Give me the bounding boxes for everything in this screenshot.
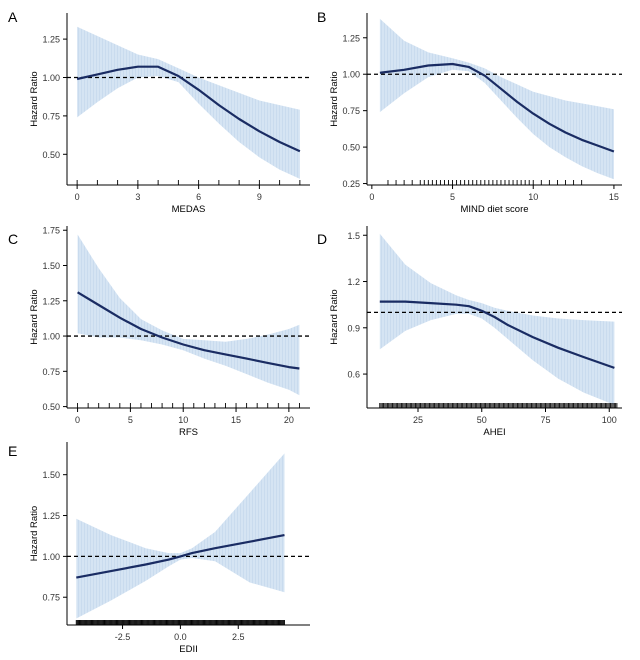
x-axis-title: AHEI — [483, 427, 505, 438]
y-tick-label: 1.25 — [342, 33, 360, 43]
x-tick-label: 75 — [540, 415, 550, 425]
hazard-ratio-line — [379, 300, 615, 369]
panel-label: D — [317, 231, 327, 247]
x-tick-label: 100 — [602, 415, 617, 425]
x-tick-label: 50 — [477, 415, 487, 425]
y-tick-label: 1.2 — [347, 277, 360, 287]
x-tick-label: 10 — [528, 192, 538, 202]
x-tick-label: 5 — [128, 415, 133, 425]
x-tick-label: 10 — [178, 415, 188, 425]
hazard-ratio-line — [77, 291, 300, 370]
y-tick-label: 1.5 — [347, 231, 360, 241]
panel-label: A — [8, 9, 18, 25]
y-axis-title: Hazard Ratio — [29, 506, 40, 561]
y-tick-label: 1.00 — [42, 332, 60, 342]
confidence-band — [77, 234, 300, 396]
hazard-ratio-line — [76, 65, 301, 153]
panel-a: A 0.50 0.75 1.00 1.25 0 3 6 9 MEDAS Hazard Ratio — [8, 9, 310, 215]
y-tick-label: 1.00 — [42, 552, 60, 562]
panel-label: C — [8, 231, 18, 247]
y-tick-label: 1.75 — [42, 226, 60, 236]
x-tick-label: 6 — [196, 192, 201, 202]
y-tick-label: 1.00 — [342, 70, 360, 80]
x-axis-title: MEDAS — [172, 204, 206, 215]
x-tick-label: 20 — [284, 415, 294, 425]
x-tick-label: 2.5 — [232, 632, 245, 642]
panel-label: E — [8, 443, 17, 459]
rug — [76, 180, 301, 185]
y-tick-label: 0.75 — [42, 593, 60, 603]
y-tick-label: 0.75 — [42, 367, 60, 377]
hazard-ratio-line — [76, 534, 285, 579]
y-tick-label: 0.50 — [42, 150, 60, 160]
y-axis-title: Hazard Ratio — [329, 289, 340, 344]
x-tick-label: 0 — [75, 415, 80, 425]
hazard-ratio-line — [379, 62, 615, 153]
rug — [77, 403, 300, 408]
x-axis-title: RFS — [179, 427, 198, 438]
x-tick-label: 5 — [450, 192, 455, 202]
panel-c: C 0.50 0.75 1.00 1.25 1.50 1.75 0 5 10 15 20 RFS Haza… — [8, 226, 310, 438]
y-tick-label: 1.50 — [42, 470, 60, 480]
rug — [387, 180, 583, 185]
x-tick-label: 0.0 — [174, 632, 187, 642]
confidence-band — [77, 26, 300, 179]
y-tick-label: 0.75 — [42, 111, 60, 121]
y-axis-title: Hazard Ratio — [29, 289, 40, 344]
confidence-band — [379, 18, 614, 180]
x-tick-label: 0 — [75, 192, 80, 202]
x-tick-label: -2.5 — [115, 632, 131, 642]
x-tick-label: 0 — [369, 192, 374, 202]
y-axis-title: Hazard Ratio — [29, 71, 40, 126]
rug — [75, 620, 285, 625]
y-axis-title: Hazard Ratio — [329, 71, 340, 126]
y-tick-label: 1.25 — [42, 511, 60, 521]
x-axis-title: MIND diet score — [460, 204, 528, 215]
y-tick-label: 0.9 — [347, 323, 360, 333]
rug — [379, 403, 618, 408]
x-tick-label: 15 — [609, 192, 619, 202]
y-tick-label: 0.75 — [342, 106, 360, 116]
y-tick-label: 1.25 — [42, 296, 60, 306]
panel-d: D 0.6 0.9 1.2 1.5 25 50 75 100 AHEI Hazard Ratio — [317, 226, 622, 438]
y-tick-label: 0.50 — [342, 143, 360, 153]
y-tick-label: 1.00 — [42, 73, 60, 83]
x-tick-label: 15 — [231, 415, 241, 425]
y-tick-label: 0.6 — [347, 370, 360, 380]
confidence-band — [76, 453, 285, 619]
x-tick-label: 25 — [413, 415, 423, 425]
y-tick-label: 0.25 — [342, 179, 360, 189]
y-tick-label: 0.50 — [42, 402, 60, 412]
y-tick-label: 1.25 — [42, 35, 60, 45]
panel-b: B 0.25 0.50 0.75 1.00 1.25 0 5 10 15 MIND diet sco… — [317, 9, 622, 215]
x-axis-title: EDII — [179, 644, 197, 655]
panel-e: E 0.75 1.00 1.25 1.50 -2.5 0.0 2.5 EDII Hazard Ra… — [8, 442, 310, 655]
x-tick-label: 9 — [257, 192, 262, 202]
y-tick-label: 1.50 — [42, 261, 60, 271]
x-tick-label: 3 — [135, 192, 140, 202]
panel-label: B — [317, 9, 326, 25]
